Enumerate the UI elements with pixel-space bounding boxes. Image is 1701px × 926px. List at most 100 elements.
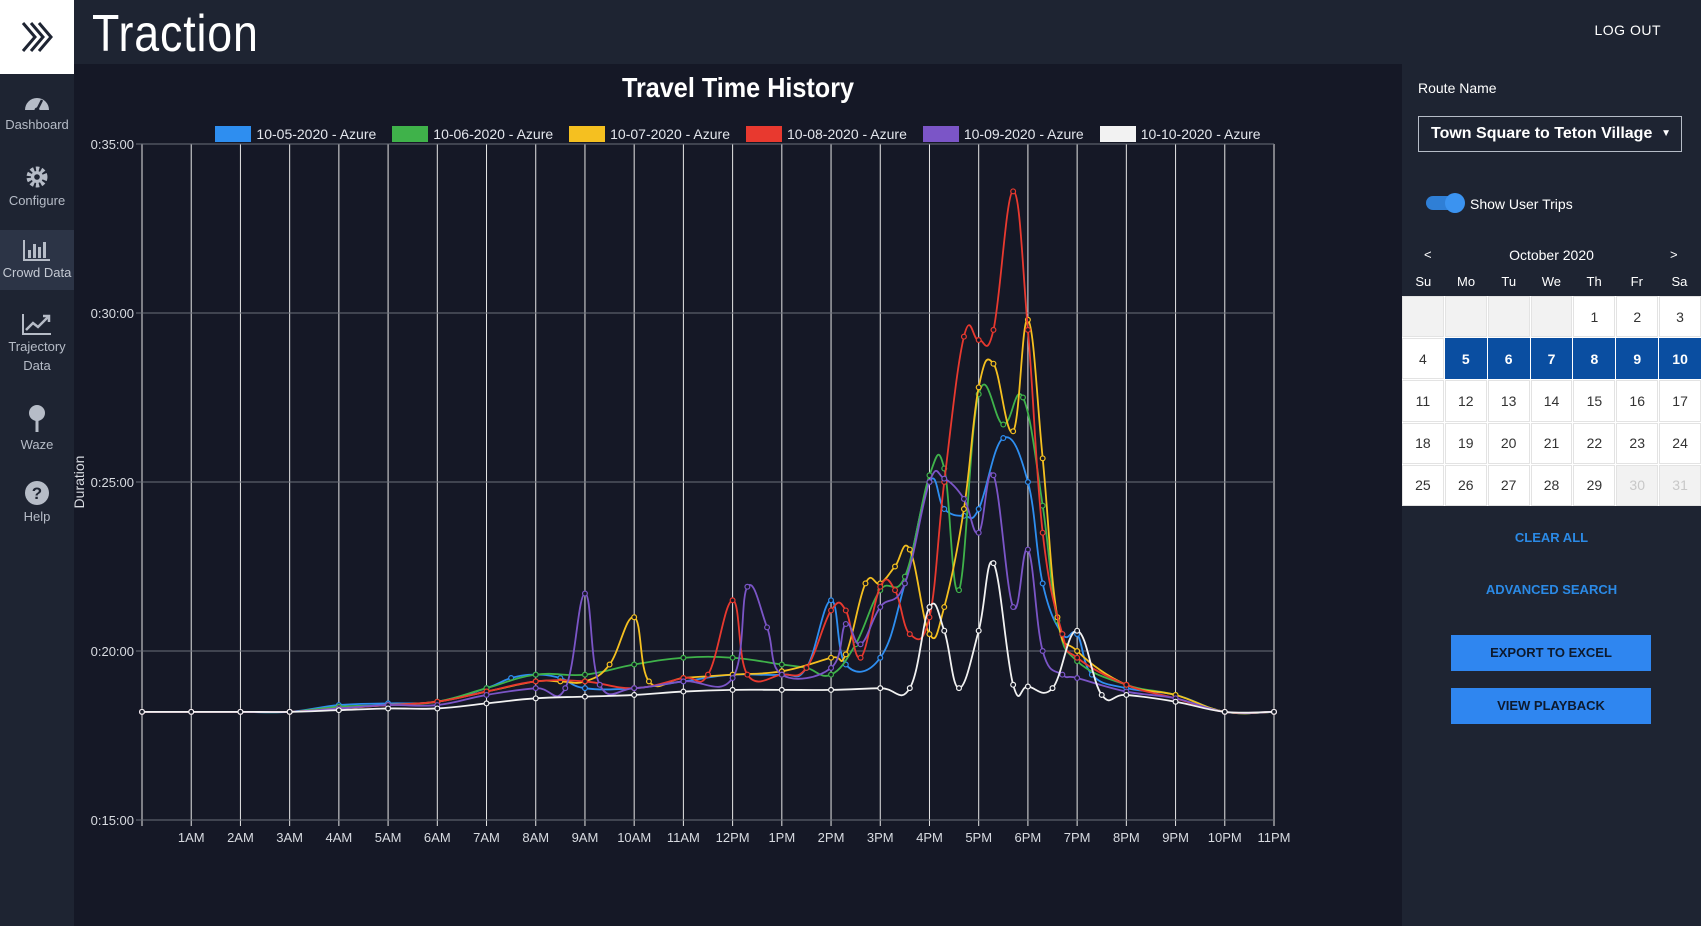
legend-swatch [1099,126,1136,142]
route-select[interactable]: Town Square to Teton Village ▼ [1418,116,1682,152]
x-tick-label: 4PM [916,830,943,845]
legend-item[interactable]: 10-09-2020 - Azure [922,126,1084,142]
calendar-day[interactable]: 25 [1402,464,1444,506]
data-point [778,686,785,693]
calendar-day[interactable]: 12 [1444,380,1487,422]
logo[interactable] [0,0,74,74]
data-point [941,604,948,611]
calendar-day[interactable]: 19 [1444,422,1487,464]
calendar-day[interactable]: 26 [1444,464,1487,506]
export-to-excel-button[interactable]: EXPORT TO EXCEL [1451,635,1651,671]
calendar-day[interactable]: 14 [1530,380,1573,422]
calendar-day[interactable]: 17 [1659,380,1701,422]
calendar-day[interactable]: 13 [1487,380,1530,422]
trend-line-icon [22,314,51,335]
clear-all-button[interactable]: CLEAR ALL [1514,530,1589,545]
calendar-day[interactable]: 3 [1659,296,1701,338]
data-point [1074,654,1081,661]
calendar-day[interactable]: 15 [1573,380,1616,422]
legend-item[interactable]: 10-07-2020 - Azure [569,126,730,142]
sidebar-item-dashboard[interactable]: Dashboard [0,90,74,150]
data-point [1010,604,1017,611]
data-point [581,678,588,685]
data-point [532,685,539,692]
calendar-day[interactable]: 1 [1573,296,1616,338]
data-point [562,685,569,692]
data-point [1049,685,1056,692]
calendar-day[interactable]: 2 [1616,296,1659,338]
calendar-day[interactable]: 7 [1530,338,1573,380]
calendar-day[interactable]: 18 [1402,422,1444,464]
calendar-day[interactable]: 28 [1530,464,1573,506]
calendar-day[interactable]: 23 [1616,422,1659,464]
x-tick-label: 12PM [716,830,750,845]
data-point [960,333,967,340]
data-point [926,604,933,611]
data-point [680,678,687,685]
data-point [729,675,736,682]
x-tick-label: 11AM [667,830,700,845]
sidebar-item-configure[interactable]: Configure [0,164,74,224]
legend-item[interactable]: 10-10-2020 - Azure [1099,126,1261,142]
calendar-day[interactable]: 24 [1659,422,1701,464]
calendar-empty-cell [1530,296,1573,338]
calendar-prev-button[interactable]: < [1424,247,1432,262]
legend-item[interactable]: 10-05-2020 - Azure [215,126,376,142]
legend-item[interactable]: 10-08-2020 - Azure [746,126,907,142]
calendar-day[interactable]: 10 [1659,338,1701,380]
view-playback-button[interactable]: VIEW PLAYBACK [1451,688,1651,724]
series-line [142,318,1275,715]
data-point [778,661,785,668]
weekday-label: Fr [1630,274,1643,289]
calendar-day[interactable]: 11 [1402,380,1444,422]
data-point [1123,691,1130,698]
data-point [335,707,342,714]
data-point [631,691,638,698]
calendar-day[interactable]: 20 [1487,422,1530,464]
calendar-day[interactable]: 22 [1573,422,1616,464]
sidebar-item-crowd-data[interactable]: Crowd Data [0,230,74,290]
data-point [237,708,244,715]
calendar-day[interactable]: 6 [1487,338,1530,380]
advanced-search-button[interactable]: ADVANCED SEARCH [1485,582,1618,597]
show-user-trips-toggle[interactable] [1426,193,1465,213]
sidebar-item-waze[interactable]: Waze [0,404,74,464]
data-point [877,685,884,692]
calendar-day[interactable]: 27 [1487,464,1530,506]
sidebar-item-help[interactable]: ? Help [0,480,74,540]
calendar-day[interactable]: 9 [1616,338,1659,380]
calendar-day[interactable]: 5 [1444,338,1487,380]
weekday-label: Su [1415,274,1432,289]
series-line [142,190,1275,714]
y-tick-label: 0:15:00 [91,813,134,828]
legend-item[interactable]: 10-06-2020 - Azure [392,126,553,142]
logout-button[interactable]: LOG OUT [1594,22,1661,38]
legend-swatch [746,126,782,142]
data-point [1019,394,1026,401]
calendar-day[interactable]: 29 [1573,464,1616,506]
data-point [1123,681,1130,688]
sidebar-item-trajectory-data[interactable]: Trajectory Data [0,312,74,382]
svg-text:?: ? [32,484,42,503]
data-point [483,691,490,698]
data-point [385,705,392,712]
calendar-day[interactable]: 16 [1616,380,1659,422]
sidebar-item-label-line2: Data [23,358,51,373]
x-tick-label: 2AM [227,830,254,845]
y-axis-label: Duration [74,456,87,509]
data-point [729,597,736,604]
data-point [729,654,736,661]
legend-swatch [569,126,606,142]
data-point [1059,631,1066,638]
data-point [842,620,849,627]
x-tick-label: 6PM [1015,830,1042,845]
sidebar-item-label: Crowd Data [2,265,72,280]
calendar-day[interactable]: 21 [1530,422,1573,464]
calendar-day[interactable]: 8 [1573,338,1616,380]
data-point [1039,529,1046,536]
data-point [857,654,864,661]
app-title: Traction [92,5,259,63]
calendar-day[interactable]: 4 [1402,338,1444,380]
data-point [1024,479,1031,486]
calendar-next-button[interactable]: > [1670,247,1678,262]
